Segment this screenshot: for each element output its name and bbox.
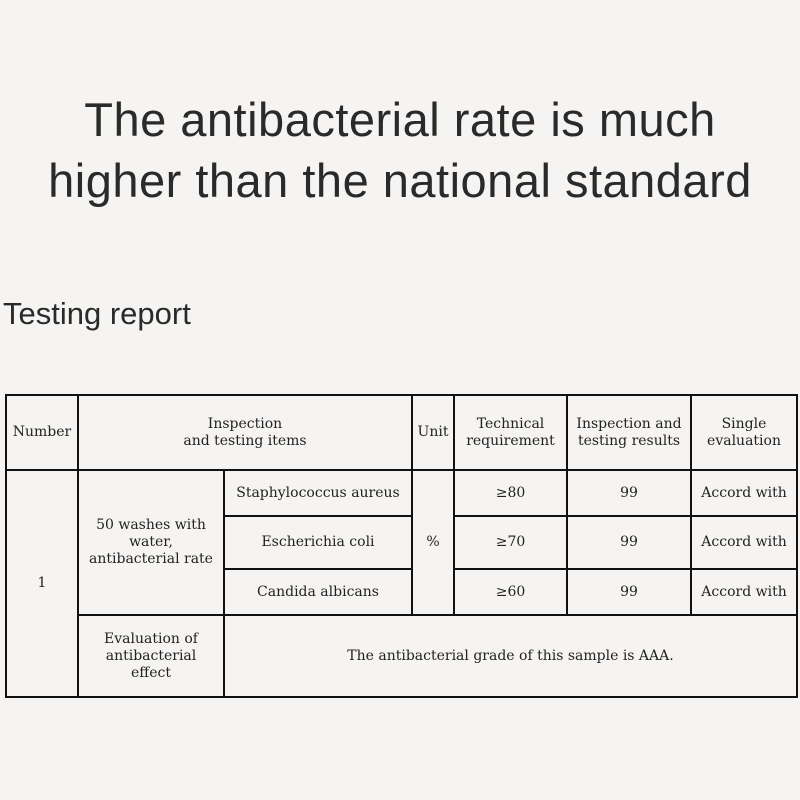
evaluation-cell: Accord with <box>690 469 798 517</box>
header-results: Inspection and testing results <box>566 394 692 471</box>
headline-line-2: higher than the national standard <box>48 154 752 207</box>
header-items: Inspection and testing items <box>77 394 413 471</box>
result-cell: 99 <box>566 469 692 517</box>
header-unit: Unit <box>411 394 455 471</box>
item-cell: Escherichia coli <box>223 515 413 570</box>
header-evaluation: Single evaluation <box>690 394 798 471</box>
effect-text: The antibacterial grade of this sample i… <box>223 614 798 698</box>
evaluation-cell: Accord with <box>690 568 798 616</box>
test-group: 50 washes with water, antibacterial rate <box>77 469 225 616</box>
header-number: Number <box>5 394 79 471</box>
row-number: 1 <box>5 469 79 698</box>
header-requirement: Technical requirement <box>453 394 568 471</box>
unit-cell: % <box>411 469 455 616</box>
item-cell: Staphylococcus aureus <box>223 469 413 517</box>
item-cell: Candida albicans <box>223 568 413 616</box>
evaluation-cell: Accord with <box>690 515 798 570</box>
result-cell: 99 <box>566 568 692 616</box>
requirement-cell: ≥60 <box>453 568 568 616</box>
requirement-cell: ≥80 <box>453 469 568 517</box>
section-title: Testing report <box>3 296 191 331</box>
result-cell: 99 <box>566 515 692 570</box>
requirement-cell: ≥70 <box>453 515 568 570</box>
effect-label: Evaluation of antibacterial effect <box>77 614 225 698</box>
headline-line-1: The antibacterial rate is much <box>84 93 716 146</box>
